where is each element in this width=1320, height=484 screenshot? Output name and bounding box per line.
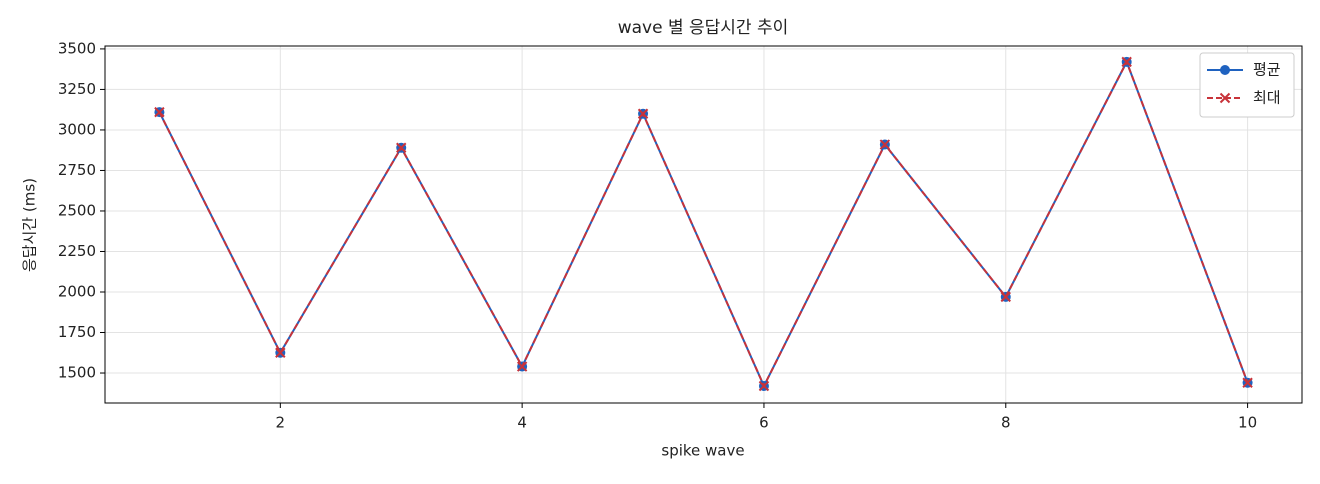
x-axis-label: spike wave [661, 442, 744, 460]
y-tick-label: 2000 [58, 282, 96, 300]
y-tick-label: 3500 [58, 39, 96, 57]
point [879, 139, 891, 150]
point [1219, 92, 1231, 104]
series-line [158, 59, 1249, 389]
point [275, 347, 286, 358]
x-tick-label: 10 [1238, 414, 1257, 432]
y-tick-label: 1750 [58, 323, 96, 341]
y-tick-label: 2750 [58, 161, 96, 179]
y-tick-label: 3250 [58, 80, 96, 98]
y-axis-label: 응답시간 (ms) [21, 178, 39, 272]
point [154, 106, 165, 118]
point [1220, 65, 1230, 75]
point [516, 361, 528, 372]
x-tick-label: 8 [1001, 414, 1011, 432]
x-tick-label: 2 [276, 414, 286, 432]
y-tick-label: 3000 [58, 120, 96, 138]
plot-frame [104, 45, 1303, 404]
x-tick-label: 6 [759, 414, 769, 432]
point [758, 380, 770, 392]
chart-title: wave 별 응답시간 추이 [618, 18, 789, 38]
point [396, 142, 407, 153]
y-tick-label: 2250 [58, 242, 96, 260]
point [1000, 291, 1011, 303]
y-tick-label: 1500 [58, 364, 96, 382]
series-line [158, 59, 1249, 389]
point [637, 108, 649, 119]
y-tick-label: 2500 [58, 201, 96, 219]
x-tick-label: 4 [517, 414, 527, 432]
legend-label: 최대 [1253, 89, 1281, 107]
point [1242, 377, 1253, 388]
point [1121, 56, 1132, 68]
legend-label: 평균 [1253, 61, 1281, 79]
